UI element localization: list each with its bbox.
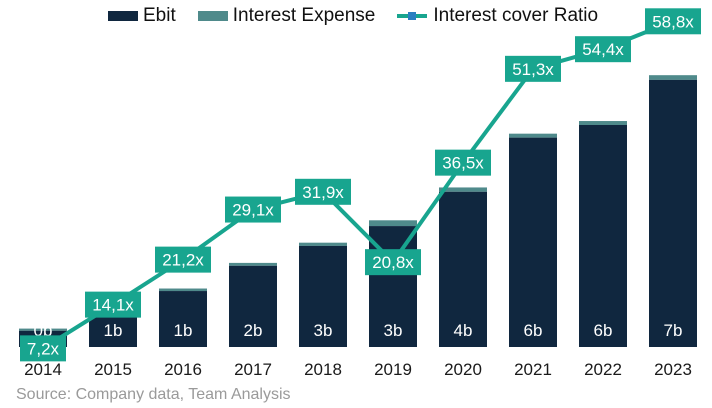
x-tick-2018: 2018 — [304, 360, 342, 379]
bar-ebit-2016 — [159, 291, 207, 347]
ratio-label-2021: 51,3x — [512, 60, 554, 79]
bar-ebit-2023 — [649, 79, 697, 347]
bar-label-2014: 0b — [34, 321, 53, 340]
bar-ebit-2021 — [509, 137, 557, 347]
ratio-label-box-2023 — [645, 8, 701, 35]
bar-label-2015: 1b — [104, 321, 123, 340]
ratio-label-box-2021 — [505, 55, 561, 82]
ratio-label-2016: 21,2x — [162, 251, 204, 270]
bar-label-2021: 6b — [524, 321, 543, 340]
legend-item-ebit: Ebit — [108, 5, 176, 27]
bar-interest-expense-2021 — [509, 133, 557, 138]
bar-label-2020: 4b — [454, 321, 473, 340]
bar-interest-expense-2019 — [369, 220, 417, 227]
ratio-label-box-2014 — [20, 335, 66, 362]
bar-ebit-2022 — [579, 125, 627, 347]
bar-interest-expense-2017 — [229, 262, 277, 266]
legend-swatch-ebit — [108, 11, 138, 21]
x-tick-2022: 2022 — [584, 360, 622, 379]
x-tick-2014: 2014 — [24, 360, 62, 379]
ratio-label-box-2022 — [575, 36, 631, 63]
bar-interest-expense-2023 — [649, 75, 697, 80]
bar-label-2016: 1b — [174, 321, 193, 340]
legend-label-interest-expense: Interest Expense — [232, 5, 376, 26]
bar-interest-expense-2018 — [299, 242, 347, 246]
ratio-label-2023: 58,8x — [652, 12, 694, 31]
ratio-label-box-2017 — [225, 196, 281, 223]
ratio-label-box-2020 — [435, 149, 491, 176]
bar-label-2023: 7b — [664, 321, 683, 340]
legend-item-interest-cover-ratio: Interest cover Ratio — [397, 5, 598, 27]
bar-ebit-2017 — [229, 265, 277, 347]
ratio-label-box-2015 — [85, 291, 141, 318]
ratio-label-2020: 36,5x — [442, 154, 484, 173]
bar-ebit-2020 — [439, 191, 487, 347]
ratio-label-box-2016 — [155, 246, 211, 273]
x-tick-2021: 2021 — [514, 360, 552, 379]
ratio-label-2015: 14,1x — [92, 296, 134, 315]
x-tick-2015: 2015 — [94, 360, 132, 379]
bar-label-2018: 3b — [314, 321, 333, 340]
source-note: Source: Company data, Team Analysis — [16, 386, 291, 403]
bar-interest-expense-2020 — [439, 187, 487, 192]
x-tick-2016: 2016 — [164, 360, 202, 379]
legend-label-interest-cover-ratio: Interest cover Ratio — [433, 5, 599, 26]
bar-interest-expense-2014 — [19, 328, 67, 331]
ratio-label-2017: 29,1x — [232, 201, 274, 220]
x-tick-2017: 2017 — [234, 360, 272, 379]
bar-label-2022: 6b — [594, 321, 613, 340]
ratio-label-box-2018 — [295, 178, 351, 205]
ratio-label-box-2019 — [365, 249, 421, 276]
x-tick-2020: 2020 — [444, 360, 482, 379]
bar-interest-expense-2022 — [579, 121, 627, 125]
bar-label-2019: 3b — [384, 321, 403, 340]
chart-legend: Ebit Interest Expense Interest cover Rat… — [108, 4, 620, 28]
ratio-label-2014: 7,2x — [27, 339, 60, 358]
x-tick-2023: 2023 — [654, 360, 692, 379]
ratio-label-2018: 31,9x — [302, 183, 344, 202]
legend-swatch-interest-cover-ratio — [397, 10, 428, 22]
ratio-label-2022: 54,4x — [582, 40, 624, 59]
legend-swatch-interest-expense — [197, 11, 228, 21]
legend-item-interest-expense: Interest Expense — [197, 5, 376, 27]
ratio-line — [41, 19, 674, 351]
x-tick-2019: 2019 — [374, 360, 412, 379]
legend-label-ebit: Ebit — [143, 5, 176, 26]
bar-interest-expense-2016 — [159, 288, 207, 292]
bar-label-2017: 2b — [244, 321, 263, 340]
ratio-label-2019: 20,8x — [372, 253, 414, 272]
bar-ebit-2018 — [299, 245, 347, 347]
